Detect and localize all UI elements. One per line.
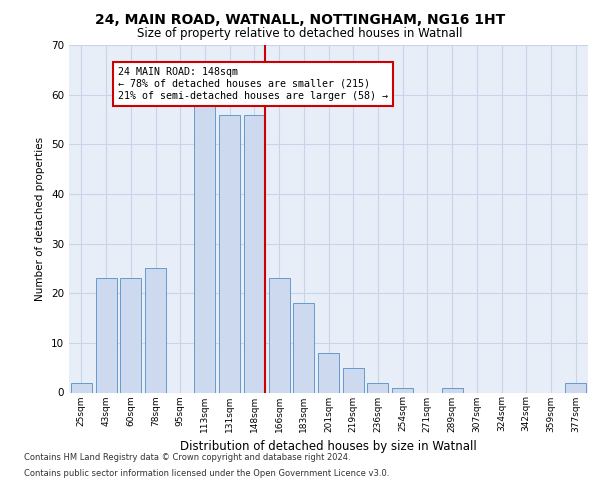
- Bar: [71, 382, 92, 392]
- Bar: [442, 388, 463, 392]
- X-axis label: Distribution of detached houses by size in Watnall: Distribution of detached houses by size …: [180, 440, 477, 453]
- Bar: [194, 104, 215, 393]
- Bar: [269, 278, 290, 392]
- Bar: [318, 353, 339, 393]
- Bar: [95, 278, 116, 392]
- Bar: [293, 303, 314, 392]
- Y-axis label: Number of detached properties: Number of detached properties: [35, 136, 46, 301]
- Bar: [392, 388, 413, 392]
- Text: 24 MAIN ROAD: 148sqm
← 78% of detached houses are smaller (215)
21% of semi-deta: 24 MAIN ROAD: 148sqm ← 78% of detached h…: [118, 68, 388, 100]
- Bar: [145, 268, 166, 392]
- Bar: [343, 368, 364, 392]
- Bar: [244, 114, 265, 392]
- Text: Contains HM Land Registry data © Crown copyright and database right 2024.: Contains HM Land Registry data © Crown c…: [24, 452, 350, 462]
- Bar: [219, 114, 240, 392]
- Bar: [120, 278, 141, 392]
- Bar: [367, 382, 388, 392]
- Text: Size of property relative to detached houses in Watnall: Size of property relative to detached ho…: [137, 28, 463, 40]
- Text: Contains public sector information licensed under the Open Government Licence v3: Contains public sector information licen…: [24, 468, 389, 477]
- Bar: [565, 382, 586, 392]
- Text: 24, MAIN ROAD, WATNALL, NOTTINGHAM, NG16 1HT: 24, MAIN ROAD, WATNALL, NOTTINGHAM, NG16…: [95, 12, 505, 26]
